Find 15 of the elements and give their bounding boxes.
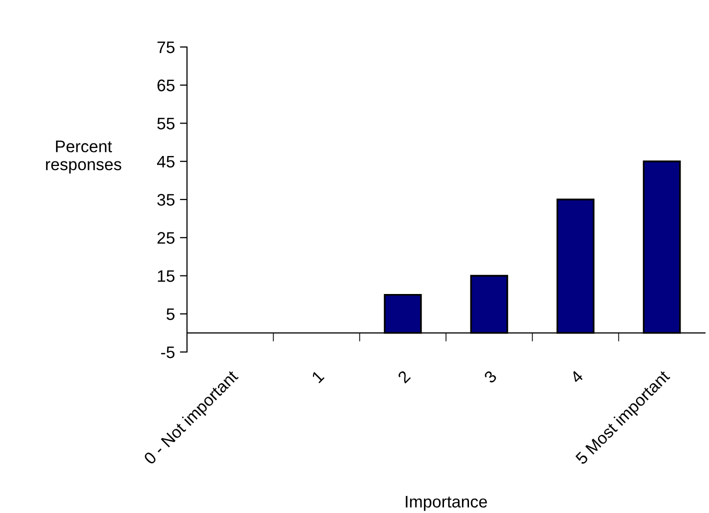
y-tick-label: 75: [158, 42, 174, 54]
y-tick-label: -5: [161, 346, 174, 358]
x-tick-label: 3: [483, 370, 498, 384]
y-tick-label: 15: [158, 270, 174, 282]
x-tick-label: 1: [311, 370, 324, 384]
y-tick-label: 55: [157, 118, 174, 130]
x-axis-title: Importance: [406, 496, 487, 511]
y-tick-label: 35: [157, 194, 174, 206]
x-tick-label: 2: [397, 370, 411, 384]
y-tick-label: 45: [157, 156, 174, 168]
y-tick-label: 25: [157, 232, 174, 244]
x-tick-label: 4: [570, 370, 584, 384]
y-tick-label: 5: [166, 308, 174, 320]
y-tick-label: 65: [158, 80, 174, 92]
y-axis-title: Percent responses: [46, 140, 122, 174]
